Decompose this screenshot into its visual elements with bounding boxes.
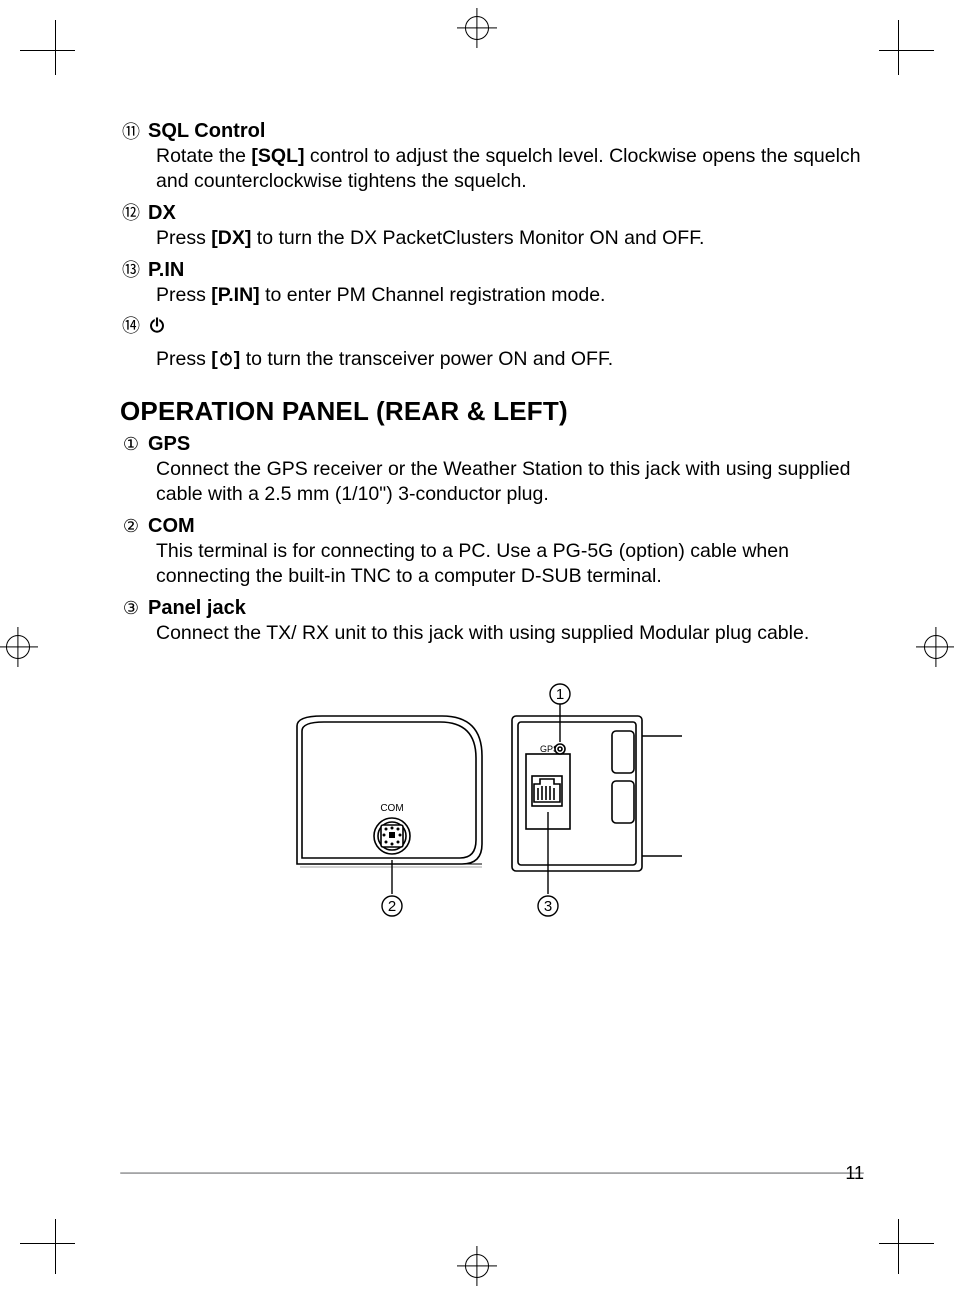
rear-item-1: ① GPS Connect the GPS receiver or the We… [120,433,864,507]
item-title: SQL Control [148,120,265,143]
item-11: ⑪ SQL Control Rotate the [SQL] control t… [120,120,864,194]
crop-mark [20,1243,75,1244]
crop-mark [879,1243,934,1244]
item-title: Panel jack [148,597,246,620]
crop-mark [898,20,899,75]
crop-mark [20,50,75,51]
panel-diagram-svg: COM [282,676,702,936]
item-body: Connect the GPS receiver or the Weather … [156,457,864,507]
footer-rule [120,1172,864,1174]
registration-mark [459,10,495,46]
item-13: ⑬ P.IN Press [P.IN] to enter PM Channel … [120,259,864,308]
item-marker: ⑭ [120,317,142,335]
item-marker: ⑪ [120,123,142,141]
power-icon [148,316,166,337]
item-12: ⑫ DX Press [DX] to turn the DX PacketClu… [120,202,864,251]
page-number: 11 [845,1163,864,1184]
power-icon-inline [218,348,234,370]
manual-page: ⑪ SQL Control Rotate the [SQL] control t… [0,0,954,1294]
item-body: Connect the TX/ RX unit to this jack wit… [156,621,864,646]
panel-diagram: COM [120,676,864,936]
item-body: Press [] to turn the transceiver power O… [156,347,864,372]
item-marker: ③ [120,599,142,617]
item-marker: ② [120,517,142,535]
section-heading: OPERATION PANEL (REAR & LEFT) [120,396,864,427]
item-title: COM [148,515,195,538]
registration-mark [459,1248,495,1284]
rear-item-3: ③ Panel jack Connect the TX/ RX unit to … [120,597,864,646]
diagram-callout-2: 2 [388,898,396,915]
crop-mark [55,1219,56,1274]
item-body: Press [P.IN] to enter PM Channel registr… [156,283,864,308]
registration-mark [918,629,954,665]
item-body: Rotate the [SQL] control to adjust the s… [156,144,864,194]
crop-mark [879,50,934,51]
item-title: DX [148,202,176,225]
item-body: Press [DX] to turn the DX PacketClusters… [156,226,864,251]
item-title: GPS [148,433,190,456]
item-marker: ⑬ [120,261,142,279]
item-marker: ① [120,435,142,453]
diagram-callout-3: 3 [544,898,552,915]
page-content: ⑪ SQL Control Rotate the [SQL] control t… [120,120,864,1174]
item-14: ⑭ Press [] to turn the transceiver power… [120,316,864,372]
rear-item-2: ② COM This terminal is for connecting to… [120,515,864,589]
item-marker: ⑫ [120,204,142,222]
item-body: This terminal is for connecting to a PC.… [156,539,864,589]
registration-mark [0,629,36,665]
item-title: P.IN [148,259,184,282]
crop-mark [898,1219,899,1274]
diagram-callout-1: 1 [556,686,564,703]
diagram-label-com: COM [380,803,403,814]
crop-mark [55,20,56,75]
